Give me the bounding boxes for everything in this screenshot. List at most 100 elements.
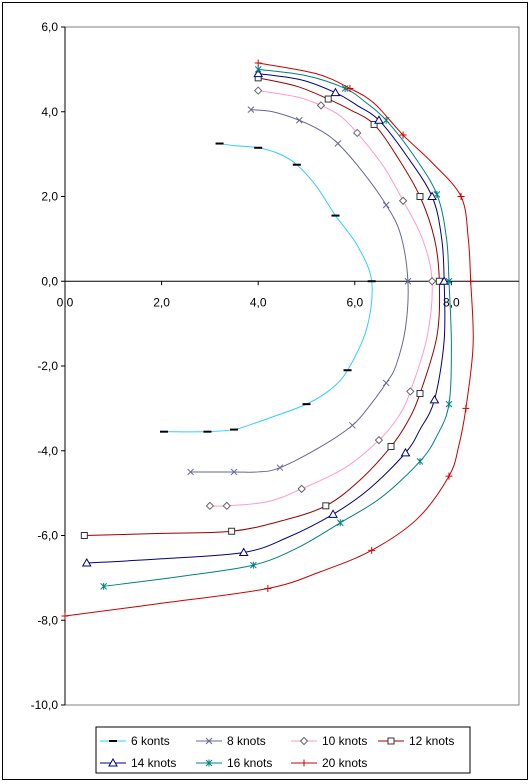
data-point (439, 276, 449, 285)
data-point (61, 612, 69, 620)
data-point (404, 277, 412, 285)
data-point (352, 128, 362, 138)
data-point (238, 547, 249, 556)
data-point (187, 468, 194, 476)
y-tick-label: -2,0 (37, 359, 58, 373)
data-point (322, 502, 330, 510)
y-tick-label: -10,0 (31, 698, 59, 712)
data-point (416, 193, 424, 200)
data-point (228, 527, 236, 535)
data-point (205, 501, 215, 511)
series-line (64, 62, 474, 617)
data-point (406, 387, 415, 396)
data-point (374, 435, 384, 445)
data-point (253, 68, 264, 78)
legend-label: 20 knots (322, 756, 367, 770)
data-point (445, 472, 453, 480)
legend-swatch-marker (387, 737, 395, 745)
plot-border (64, 26, 520, 706)
x-tick-label: 4,0 (250, 295, 267, 309)
x-tick-label: 6,0 (346, 295, 363, 309)
data-point (334, 140, 342, 147)
data-point (222, 501, 232, 511)
legend-swatch-marker (205, 759, 213, 767)
y-tick-label: 6,0 (41, 20, 58, 34)
legend-item: 12 knots (378, 734, 454, 748)
y-tick-label: -8,0 (37, 613, 58, 627)
series-0 (160, 142, 376, 433)
y-tick-label: 2,0 (41, 190, 58, 204)
data-point (328, 509, 338, 518)
series-line (103, 68, 452, 587)
legend-label: 8 knots (227, 734, 266, 748)
data-point (247, 106, 255, 113)
legend-label: 6 konts (131, 734, 170, 748)
legend-item: 16 knots (196, 756, 272, 770)
legend-item: 20 knots (291, 756, 367, 770)
y-tick-label: 0,0 (41, 274, 58, 288)
legend-item: 6 konts (100, 734, 170, 748)
y-tick-label: -6,0 (37, 529, 58, 543)
axes: 6,0 4,0 2,0 0,0 -2,0 -4,0 -6,0 -8,0 -10,0 0,0 2,0 4… (31, 20, 519, 712)
y-tick-label: -4,0 (37, 444, 58, 458)
series-4 (81, 68, 449, 567)
data-point (276, 464, 284, 472)
series-2 (205, 86, 437, 511)
data-point (400, 447, 411, 457)
legend-label: 14 knots (131, 756, 176, 770)
plot-area (64, 26, 520, 706)
data-point (387, 443, 395, 451)
series-line (209, 90, 433, 507)
data-point (336, 519, 344, 527)
series-1 (187, 106, 412, 476)
data-point (467, 277, 475, 285)
legend: 6 konts 8 knots 10 knots 12 knots 14 knots 16… (95, 726, 471, 774)
data-point (316, 101, 326, 110)
series-6 (61, 59, 475, 620)
data-point (427, 191, 437, 200)
series-layer (61, 59, 475, 620)
data-point (416, 457, 424, 465)
legend-item: 10 knots (291, 734, 367, 748)
data-point (330, 87, 341, 97)
legend-swatch-marker (299, 736, 309, 746)
legend-swatch-marker (205, 737, 213, 745)
legend-item: 8 knots (196, 734, 266, 748)
data-point (81, 558, 92, 567)
x-tick-label: 0,0 (57, 295, 74, 309)
data-point (264, 584, 272, 592)
data-point (250, 561, 257, 569)
data-point (399, 131, 407, 139)
data-point (295, 116, 303, 124)
data-point (429, 394, 440, 404)
data-point (254, 59, 262, 67)
data-point (324, 95, 332, 103)
series-line (164, 143, 373, 433)
data-point (445, 400, 453, 408)
legend-swatch-marker (300, 759, 308, 767)
legend-label: 10 knots (322, 734, 367, 748)
data-point (253, 86, 263, 95)
data-point (457, 193, 465, 200)
data-point (297, 484, 306, 494)
data-point (416, 390, 424, 398)
data-point (462, 404, 470, 412)
data-point (100, 582, 107, 590)
x-tick-label: 2,0 (153, 295, 170, 309)
series-line (84, 77, 441, 536)
data-point (346, 84, 354, 92)
data-point (433, 190, 441, 198)
legend-label: 12 knots (409, 734, 454, 748)
data-point (254, 65, 262, 73)
legend-item: 14 knots (100, 756, 176, 770)
legend-box (95, 726, 471, 774)
y-tick-label: 4,0 (41, 105, 58, 119)
data-point (427, 277, 437, 286)
series-line (86, 73, 446, 564)
data-point (374, 115, 384, 124)
x-tick-label: 8,0 (443, 295, 460, 309)
data-point (445, 277, 453, 285)
data-point (349, 421, 356, 429)
data-point (398, 196, 408, 205)
